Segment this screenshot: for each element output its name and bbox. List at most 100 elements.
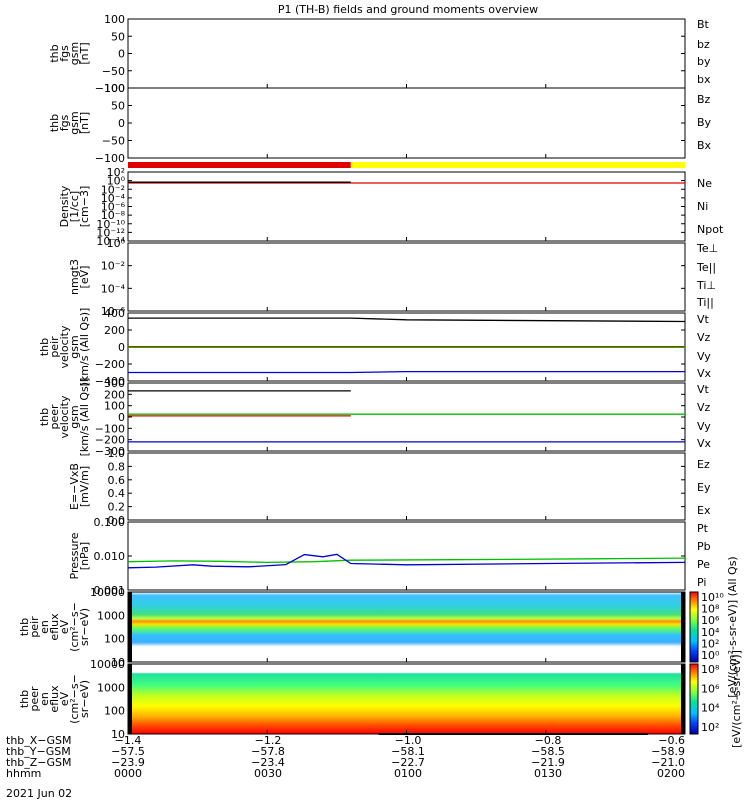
spectrogram-image (128, 664, 685, 734)
y-axis-label: thbpeirvelocitygsm[km/s (All Qs)] (38, 308, 91, 387)
y-tick-label: 10⁰ (107, 237, 126, 250)
colorbar-tick-label: 10⁴ (701, 626, 720, 639)
y-tick-label: 50 (111, 100, 125, 113)
y-axis-label: Pressure[nPa] (68, 532, 91, 579)
y-tick-label: 100 (104, 82, 125, 95)
panel-frame (127, 382, 686, 452)
y-tick-label: 200 (104, 324, 125, 337)
y-tick-label: 0 (118, 341, 125, 354)
legend-entry: Vz (697, 401, 711, 414)
y-tick-label: 0.0 (108, 514, 126, 527)
panel-p5: 400 200 0 −200 −400 thbpeirvelocitygsm[km/s (… (38, 307, 712, 388)
legend-entry: Ti|| (696, 296, 714, 309)
x-tick-label: −21.9 (531, 756, 565, 769)
x-row-label: thb_Z−GSM (6, 756, 72, 769)
y-tick-label: 10⁻⁴ (101, 192, 126, 205)
y-axis-label: thbpeervelocitygsm[km/s (All Qs)] (38, 378, 91, 457)
panels: 100500−50−100thbfgsgsm[nT]Btbzbybx100500… (18, 13, 724, 741)
legend-entry: Ni (697, 200, 708, 213)
legend-entry: bz (697, 38, 710, 51)
panel-frame (127, 18, 686, 89)
y-tick-label: 0.010 (94, 550, 126, 563)
y-tick-label: −50 (102, 135, 125, 148)
legend-entry: Bz (697, 93, 711, 106)
x-tick-label: −23.4 (251, 756, 285, 769)
x-tick-label: −1.2 (255, 734, 282, 747)
legend-entry: Ti⊥ (696, 279, 716, 292)
y-tick-label: −50 (102, 65, 125, 78)
y-tick-label: 300 (104, 377, 125, 390)
figure-title: P1 (TH-B) fields and ground moments over… (278, 3, 538, 16)
y-axis-label: thbpeirenefluxeV(cm²−s−sr−eV) (18, 602, 91, 652)
legend-entry: Vy (697, 420, 711, 433)
legend-entry: bx (697, 73, 711, 86)
y-tick-label: −100 (95, 152, 125, 165)
y-tick-label: 10⁻⁸ (101, 209, 126, 222)
y-tick-label: 1000 (97, 681, 125, 694)
y-tick-label: 10² (107, 166, 125, 179)
series-line-Vx (128, 370, 685, 374)
legend-entry: Vz (697, 331, 711, 344)
colorbar-tick-label: 10⁶ (701, 682, 720, 695)
y-tick-label: 0.8 (108, 460, 126, 473)
x-row-label: thb_Y−GSM (6, 745, 71, 758)
panel-frame (127, 521, 686, 591)
colorbar-label: [eV/(cm²-s-sr-eV)] (All Qs) (726, 556, 739, 697)
data-gap (128, 592, 132, 662)
y-axis-label: Density[1/cc][cm−3] (58, 185, 91, 227)
y-tick-label: 400 (104, 307, 125, 320)
data-gap (681, 664, 685, 734)
legend-entry: Vt (697, 313, 710, 326)
x-tick-label: −1.4 (115, 734, 142, 747)
panel-frame (127, 452, 686, 521)
y-axis-label: nmgt3[eV] (68, 259, 91, 295)
y-tick-label: 1.0 (108, 447, 126, 460)
y-tick-label: 10⁻¹⁰ (96, 218, 125, 231)
legend-entry: By (697, 116, 712, 129)
y-axis-label: thbfgsgsm[nT] (48, 42, 91, 65)
mode-bar-segment (128, 162, 351, 168)
y-tick-label: 10⁻⁶ (101, 201, 126, 214)
y-tick-label: 1000 (97, 609, 125, 622)
series-line-Pi (127, 553, 686, 569)
panel-p2: 100 50 0 −50 −100 thbfgsgsm[nT] Bz By Bx (48, 82, 712, 165)
colorbar-tick-label: 10² (701, 637, 719, 650)
legend-entry: Pe (697, 558, 710, 571)
y-tick-label: 10⁻² (101, 260, 125, 273)
legend-entry: Npot (697, 223, 724, 236)
legend-entry: Pb (697, 540, 711, 553)
panel-p10: 10000 1000 100 10 thbpeerenefluxeV(cm²−s−sr−… (18, 658, 686, 741)
y-tick-label: 0 (118, 48, 125, 61)
y-tick-label: 10⁻⁴ (101, 282, 126, 295)
y-tick-label: −300 (95, 445, 125, 458)
x-tick-label: −22.7 (391, 756, 425, 769)
legend-entry: Ne (697, 177, 712, 190)
x-tick-label: −57.5 (111, 745, 145, 758)
spectrogram-image (128, 592, 685, 662)
x-tick-label: 0200 (657, 767, 685, 780)
x-tick-label: −1.0 (395, 734, 422, 747)
legend-entry: Ez (697, 458, 710, 471)
y-tick-label: −400 (95, 375, 125, 388)
y-tick-label: 10⁰ (107, 175, 126, 188)
colorbar-tick-label: 10¹⁰ (701, 591, 724, 604)
y-tick-label: 0 (118, 411, 125, 424)
panel-frame (127, 87, 686, 159)
legend-entry: Ey (697, 481, 711, 494)
y-tick-label: −200 (95, 358, 125, 371)
x-axis-labels: thb_X−GSM −1.4 −1.2 −1.0 −0.8 −0.6 thb_Y−GSM −5… (6, 734, 685, 780)
x-tick-label: 0130 (534, 767, 562, 780)
legend-entry: Bx (697, 139, 712, 152)
y-tick-label: 0.4 (108, 487, 126, 500)
y-axis-label: thbpeerenefluxeV(cm²−s−sr−eV) (18, 674, 91, 724)
colorbar-tick-label: 10⁸ (701, 603, 720, 616)
colorbar-tick-label: 10⁰ (701, 649, 720, 662)
x-tick-label: −58.9 (651, 745, 685, 758)
colorbar-tick-label: 10⁴ (701, 702, 720, 715)
x-tick-label: −0.8 (535, 734, 562, 747)
panel-mode_bar (128, 162, 685, 168)
legend-entry: Te⊥ (696, 242, 718, 255)
colorbar (689, 591, 699, 663)
